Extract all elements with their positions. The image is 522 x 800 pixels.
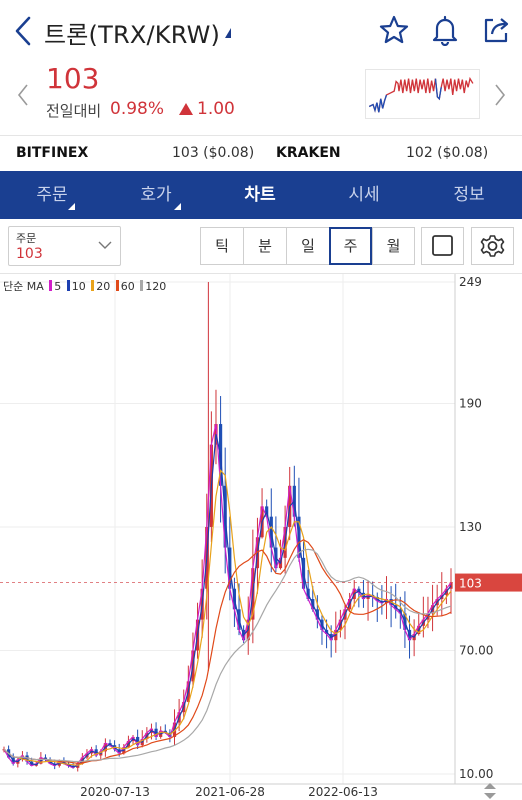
period-tick-button[interactable]: 틱 bbox=[200, 227, 243, 265]
up-arrow-icon bbox=[179, 103, 193, 115]
scroll-down-icon bbox=[484, 793, 496, 799]
chevron-down-icon bbox=[98, 241, 112, 249]
current-price-tag bbox=[455, 573, 522, 592]
y-tick-label: 130 bbox=[459, 520, 482, 534]
ma-legend-prefix: 단순 MA bbox=[3, 280, 44, 293]
y-tick-label: 190 bbox=[459, 396, 482, 410]
change-percent: 0.98% bbox=[110, 99, 165, 119]
chart-settings-button[interactable] bbox=[471, 227, 514, 265]
chart-toolbar: 주문 103 틱 분 일 주 월 bbox=[0, 219, 522, 274]
period-minute-button[interactable]: 분 bbox=[243, 227, 286, 265]
tab-chart[interactable]: 차트 bbox=[244, 185, 276, 205]
exchange-prices: BITFINEX 103 ($0.08) KRAKEN 102 ($0.08) bbox=[0, 135, 522, 170]
ma-swatch bbox=[49, 280, 53, 291]
ma-period: 120 bbox=[145, 280, 167, 293]
app-header: 트론(TRX/KRW) bbox=[0, 0, 522, 62]
main-tabs: 주문 호가 차트 시세 정보 bbox=[0, 171, 522, 219]
bell-icon[interactable] bbox=[429, 14, 461, 46]
prev-arrow-icon[interactable] bbox=[16, 82, 30, 108]
ma-swatch bbox=[66, 280, 70, 291]
star-icon[interactable] bbox=[378, 14, 410, 46]
scroll-up-icon bbox=[484, 783, 496, 789]
ma-legend: 단순 MA 5 10 20 60 120 bbox=[3, 278, 166, 294]
ma-period: 5 bbox=[54, 280, 62, 293]
gear-icon bbox=[480, 235, 505, 257]
exchange-value: 103 ($0.08) bbox=[172, 145, 255, 161]
current-price: 103 bbox=[46, 62, 100, 95]
current-price-label: 103 bbox=[459, 577, 482, 591]
ma-swatch bbox=[115, 280, 119, 291]
share-icon[interactable] bbox=[480, 14, 512, 46]
chart-canvas[interactable]: 249 190 130 70.00 10.00 2020-07-13 2021-06-28 2… bbox=[0, 274, 522, 800]
tab-order[interactable]: 주문 bbox=[36, 185, 68, 205]
ma-period: 60 bbox=[120, 280, 135, 293]
y-tick-label: 70.00 bbox=[459, 643, 493, 657]
page-title[interactable]: 트론(TRX/KRW) bbox=[44, 21, 221, 49]
period-day-button[interactable]: 일 bbox=[286, 227, 329, 265]
tab-menu-icon bbox=[174, 203, 181, 210]
price-chart[interactable]: 단순 MA 5 10 20 60 120 249 190 130 70.00 10.00… bbox=[0, 274, 522, 800]
change-label: 전일대비 bbox=[46, 102, 102, 120]
exchange-name: BITFINEX bbox=[16, 145, 89, 161]
x-tick-label: 2022-06-13 bbox=[308, 785, 378, 799]
fullscreen-button[interactable] bbox=[421, 227, 464, 265]
change-value: 1.00 bbox=[197, 99, 235, 119]
x-tick-label: 2021-06-28 bbox=[195, 785, 265, 799]
back-arrow-icon[interactable] bbox=[12, 14, 34, 48]
tab-info[interactable]: 정보 bbox=[453, 185, 485, 205]
moving-average-line bbox=[3, 539, 452, 765]
sparkline-chart[interactable] bbox=[365, 69, 480, 119]
next-arrow-icon[interactable] bbox=[493, 82, 507, 108]
square-icon bbox=[432, 235, 453, 256]
order-select[interactable]: 주문 103 bbox=[8, 226, 121, 266]
ma-swatch bbox=[140, 280, 144, 291]
x-tick-label: 2020-07-13 bbox=[80, 785, 150, 799]
tab-orderbook[interactable]: 호가 bbox=[140, 185, 172, 205]
order-select-label: 주문 bbox=[16, 232, 37, 245]
exchange-value: 102 ($0.08) bbox=[406, 145, 489, 161]
period-week-button[interactable]: 주 bbox=[329, 227, 372, 265]
ma-swatch bbox=[91, 280, 95, 291]
tab-quotes[interactable]: 시세 bbox=[348, 185, 380, 205]
exchange-name: KRAKEN bbox=[276, 145, 341, 161]
y-tick-label: 249 bbox=[459, 275, 482, 289]
ma-period: 20 bbox=[96, 280, 111, 293]
tab-menu-icon bbox=[68, 203, 75, 210]
ma-period: 10 bbox=[71, 280, 86, 293]
price-summary: 103 전일대비 0.98% 1.00 bbox=[0, 62, 522, 134]
period-month-button[interactable]: 월 bbox=[372, 227, 415, 265]
title-dropdown-icon[interactable] bbox=[225, 28, 231, 38]
moving-average-line bbox=[3, 469, 452, 766]
order-select-value: 103 bbox=[16, 246, 43, 262]
moving-average-line bbox=[3, 423, 452, 769]
y-tick-label: 10.00 bbox=[459, 767, 493, 781]
moving-average-line bbox=[3, 548, 452, 763]
